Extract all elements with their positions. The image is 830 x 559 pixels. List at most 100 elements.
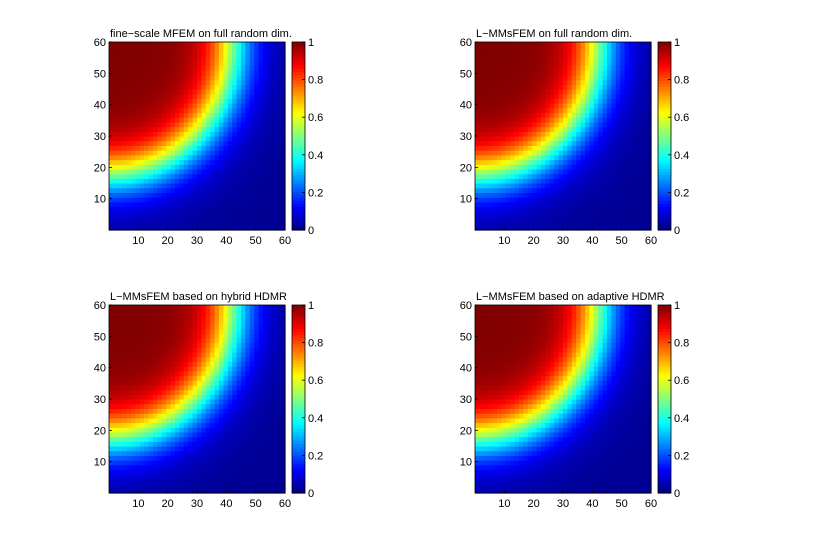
heatmap-cell	[219, 150, 224, 155]
heatmap-cell	[550, 136, 555, 141]
heatmap-cell	[237, 474, 242, 479]
heatmap-cell	[559, 169, 564, 174]
heatmap-cell	[528, 141, 533, 146]
heatmap-cell	[223, 408, 228, 413]
heatmap-cell	[144, 169, 149, 174]
heatmap-cell	[179, 310, 184, 315]
heatmap-cell	[215, 51, 220, 56]
heatmap-cell	[528, 108, 533, 113]
heatmap-cell	[611, 174, 616, 179]
heatmap-cell	[215, 399, 220, 404]
heatmap-cell	[118, 141, 123, 146]
heatmap-cell	[118, 329, 123, 334]
heatmap-cell	[241, 408, 246, 413]
heatmap-cell	[201, 319, 206, 324]
heatmap-cell	[127, 108, 132, 113]
heatmap-cell	[184, 427, 189, 432]
heatmap-cell	[563, 61, 568, 66]
heatmap-cell	[250, 413, 255, 418]
heatmap-cell	[184, 127, 189, 132]
heatmap-cell	[523, 169, 528, 174]
heatmap-cell	[532, 66, 537, 71]
heatmap-cell	[206, 455, 211, 460]
heatmap-cell	[567, 211, 572, 216]
heatmap-cell	[228, 94, 233, 99]
heatmap-cell	[616, 160, 621, 165]
heatmap-cell	[585, 141, 590, 146]
heatmap-cell	[594, 160, 599, 165]
heatmap-cell	[642, 197, 647, 202]
heatmap-cell	[171, 399, 176, 404]
heatmap-cell	[175, 385, 180, 390]
heatmap-cell	[603, 84, 608, 89]
heatmap-cell	[175, 357, 180, 362]
heatmap-cell	[109, 441, 114, 446]
heatmap-cell	[581, 188, 586, 193]
heatmap-cell	[118, 98, 123, 103]
heatmap-cell	[171, 169, 176, 174]
heatmap-cell	[523, 141, 528, 146]
heatmap-cell	[157, 470, 162, 475]
heatmap-cell	[276, 75, 281, 80]
heatmap-cell	[272, 446, 277, 451]
heatmap-cell	[638, 75, 643, 80]
heatmap-cell	[259, 51, 264, 56]
heatmap-cell	[528, 66, 533, 71]
heatmap-cell	[642, 42, 647, 47]
heatmap-cell	[197, 385, 202, 390]
heatmap-cell	[149, 103, 154, 108]
heatmap-cell	[193, 404, 198, 409]
heatmap-cell	[162, 413, 167, 418]
heatmap-cell	[210, 366, 215, 371]
heatmap-cell	[572, 155, 577, 160]
heatmap-cell	[162, 127, 167, 132]
colorbar-tick-label: 0.4	[308, 150, 323, 162]
heatmap-cell	[245, 42, 250, 47]
heatmap-cell	[550, 61, 555, 66]
heatmap-cell	[175, 446, 180, 451]
heatmap-cell	[479, 160, 484, 165]
heatmap-cell	[484, 174, 489, 179]
heatmap-cell	[598, 164, 603, 169]
heatmap-cell	[594, 94, 599, 99]
heatmap-cell	[175, 408, 180, 413]
heatmap-cell	[210, 94, 215, 99]
heatmap-cell	[259, 47, 264, 52]
heatmap-cell	[109, 484, 114, 489]
heatmap-cell	[585, 66, 590, 71]
heatmap-cell	[272, 160, 277, 165]
heatmap-cell	[589, 47, 594, 52]
heatmap-cell	[629, 160, 634, 165]
heatmap-cell	[118, 42, 123, 47]
heatmap-cell	[272, 474, 277, 479]
heatmap-cell	[118, 197, 123, 202]
heatmap-cell	[118, 371, 123, 376]
heatmap-cell	[118, 333, 123, 338]
heatmap-cell	[523, 122, 528, 127]
heatmap-cell	[545, 188, 550, 193]
heatmap-cell	[109, 314, 114, 319]
heatmap-cell	[166, 371, 171, 376]
heatmap-cell	[479, 66, 484, 71]
heatmap-cell	[567, 47, 572, 52]
heatmap-cell	[157, 183, 162, 188]
heatmap-cell	[497, 42, 502, 47]
heatmap-cell	[245, 413, 250, 418]
heatmap-cell	[572, 108, 577, 113]
heatmap-cell	[625, 75, 630, 80]
heatmap-cell	[519, 61, 524, 66]
heatmap-cell	[519, 178, 524, 183]
heatmap-cell	[127, 131, 132, 136]
heatmap-cell	[501, 202, 506, 207]
heatmap-cell	[149, 145, 154, 150]
heatmap-cell	[140, 150, 145, 155]
heatmap-cell	[206, 305, 211, 310]
heatmap-cell	[193, 155, 198, 160]
heatmap-cell	[219, 145, 224, 150]
heatmap-cell	[193, 361, 198, 366]
heatmap-cell	[479, 42, 484, 47]
heatmap-cell	[135, 441, 140, 446]
heatmap-cell	[250, 122, 255, 127]
heatmap-cell	[109, 178, 114, 183]
heatmap-cell	[210, 70, 215, 75]
